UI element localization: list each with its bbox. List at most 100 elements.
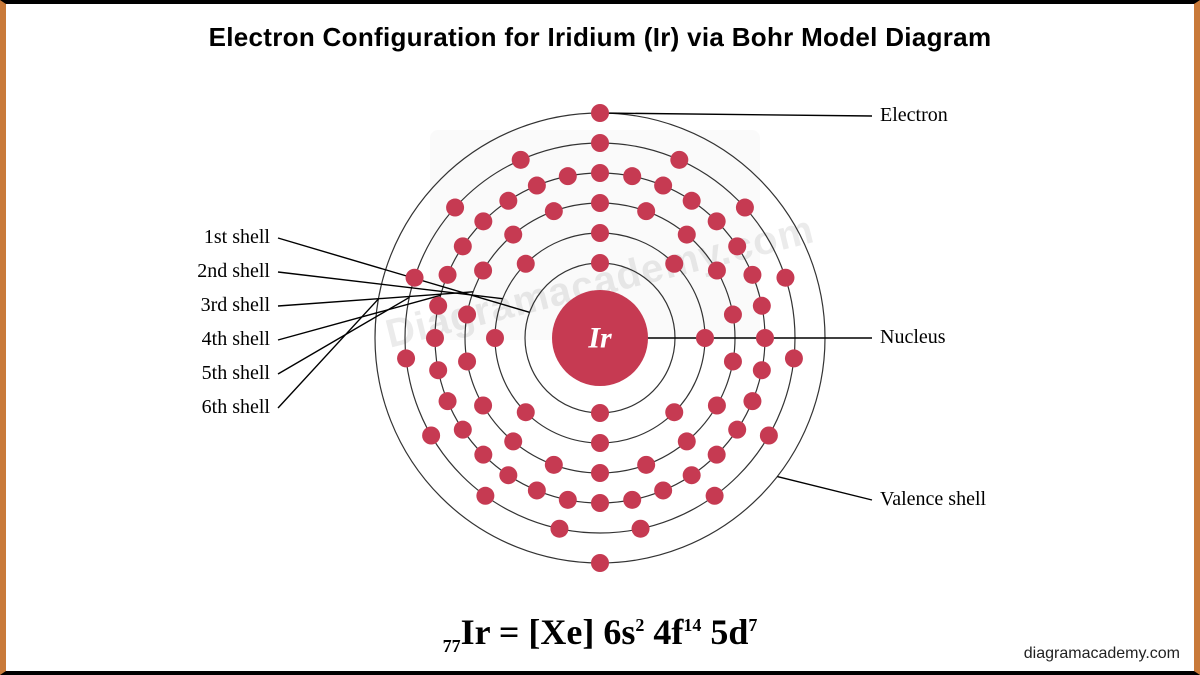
electron: [760, 427, 778, 445]
electron-config-formula: 77Ir = [Xe] 6s2 4f14 5d7: [0, 611, 1200, 657]
electron: [670, 151, 688, 169]
electron: [458, 306, 476, 324]
leader-line: [278, 295, 441, 340]
electron: [683, 192, 701, 210]
electron: [637, 456, 655, 474]
electron: [756, 329, 774, 347]
electron: [623, 491, 641, 509]
electron: [406, 269, 424, 287]
shell-label: 3rd shell: [0, 294, 270, 317]
atomic-number: 77: [443, 636, 461, 656]
electron: [512, 151, 530, 169]
electron: [429, 361, 447, 379]
electron: [528, 481, 546, 499]
annotation-label: Nucleus: [880, 326, 946, 349]
electron: [591, 194, 609, 212]
electron: [504, 226, 522, 244]
electron: [776, 269, 794, 287]
electron: [499, 466, 517, 484]
electron: [753, 361, 771, 379]
electron: [422, 427, 440, 445]
electron: [678, 432, 696, 450]
shell-label: 4th shell: [0, 328, 270, 351]
leader-line: [278, 272, 503, 299]
annotation-label: Electron: [880, 104, 948, 127]
electron: [591, 224, 609, 242]
electron: [458, 352, 476, 370]
electron: [591, 164, 609, 182]
electron: [517, 255, 535, 273]
electron: [743, 266, 761, 284]
electron: [678, 226, 696, 244]
electron: [632, 520, 650, 538]
electron: [591, 134, 609, 152]
electron: [474, 262, 492, 280]
electron: [454, 237, 472, 255]
electron: [724, 306, 742, 324]
electron: [591, 254, 609, 272]
electron: [439, 392, 457, 410]
electron: [591, 494, 609, 512]
electron: [545, 202, 563, 220]
leader-line: [777, 477, 872, 500]
electron: [545, 456, 563, 474]
electron: [665, 255, 683, 273]
formula-core: [Xe]: [528, 612, 594, 652]
electron: [708, 397, 726, 415]
electron: [708, 212, 726, 230]
annotation-label: Valence shell: [880, 488, 986, 511]
electron: [753, 297, 771, 315]
formula-term: 6s2: [603, 612, 644, 652]
electron: [743, 392, 761, 410]
electron: [785, 349, 803, 367]
electron: [654, 177, 672, 195]
electron: [591, 554, 609, 572]
electron: [474, 212, 492, 230]
shell-label: 1st shell: [0, 226, 270, 249]
electron: [454, 421, 472, 439]
shell-label: 5th shell: [0, 362, 270, 385]
electron: [724, 352, 742, 370]
electron: [728, 421, 746, 439]
leader-line: [278, 299, 378, 408]
electron: [665, 403, 683, 421]
leader-line: [600, 113, 872, 116]
electron: [696, 329, 714, 347]
electron: [559, 491, 577, 509]
shell-label: 6th shell: [0, 396, 270, 419]
electron: [486, 329, 504, 347]
electron: [426, 329, 444, 347]
electron: [591, 464, 609, 482]
electron: [517, 403, 535, 421]
electron: [591, 434, 609, 452]
electron: [397, 349, 415, 367]
electron: [736, 199, 754, 217]
formula-symbol: Ir: [461, 612, 490, 652]
nucleus-symbol: Ir: [587, 322, 612, 355]
electron: [637, 202, 655, 220]
electron: [439, 266, 457, 284]
electron: [706, 487, 724, 505]
electron: [728, 237, 746, 255]
electron: [476, 487, 494, 505]
electron: [550, 520, 568, 538]
electron: [683, 466, 701, 484]
electron: [474, 446, 492, 464]
formula-term: 5d7: [701, 612, 757, 652]
electron: [591, 104, 609, 122]
electron: [654, 481, 672, 499]
electron: [504, 432, 522, 450]
electron: [474, 397, 492, 415]
electron: [446, 199, 464, 217]
electron: [708, 446, 726, 464]
electron: [623, 167, 641, 185]
electron: [499, 192, 517, 210]
electron: [559, 167, 577, 185]
electron: [429, 297, 447, 315]
electron: [591, 404, 609, 422]
electron: [708, 262, 726, 280]
shell-label: 2nd shell: [0, 260, 270, 283]
formula-term: 4f14: [644, 612, 701, 652]
credit-text: diagramacademy.com: [1024, 645, 1180, 663]
electron: [528, 177, 546, 195]
